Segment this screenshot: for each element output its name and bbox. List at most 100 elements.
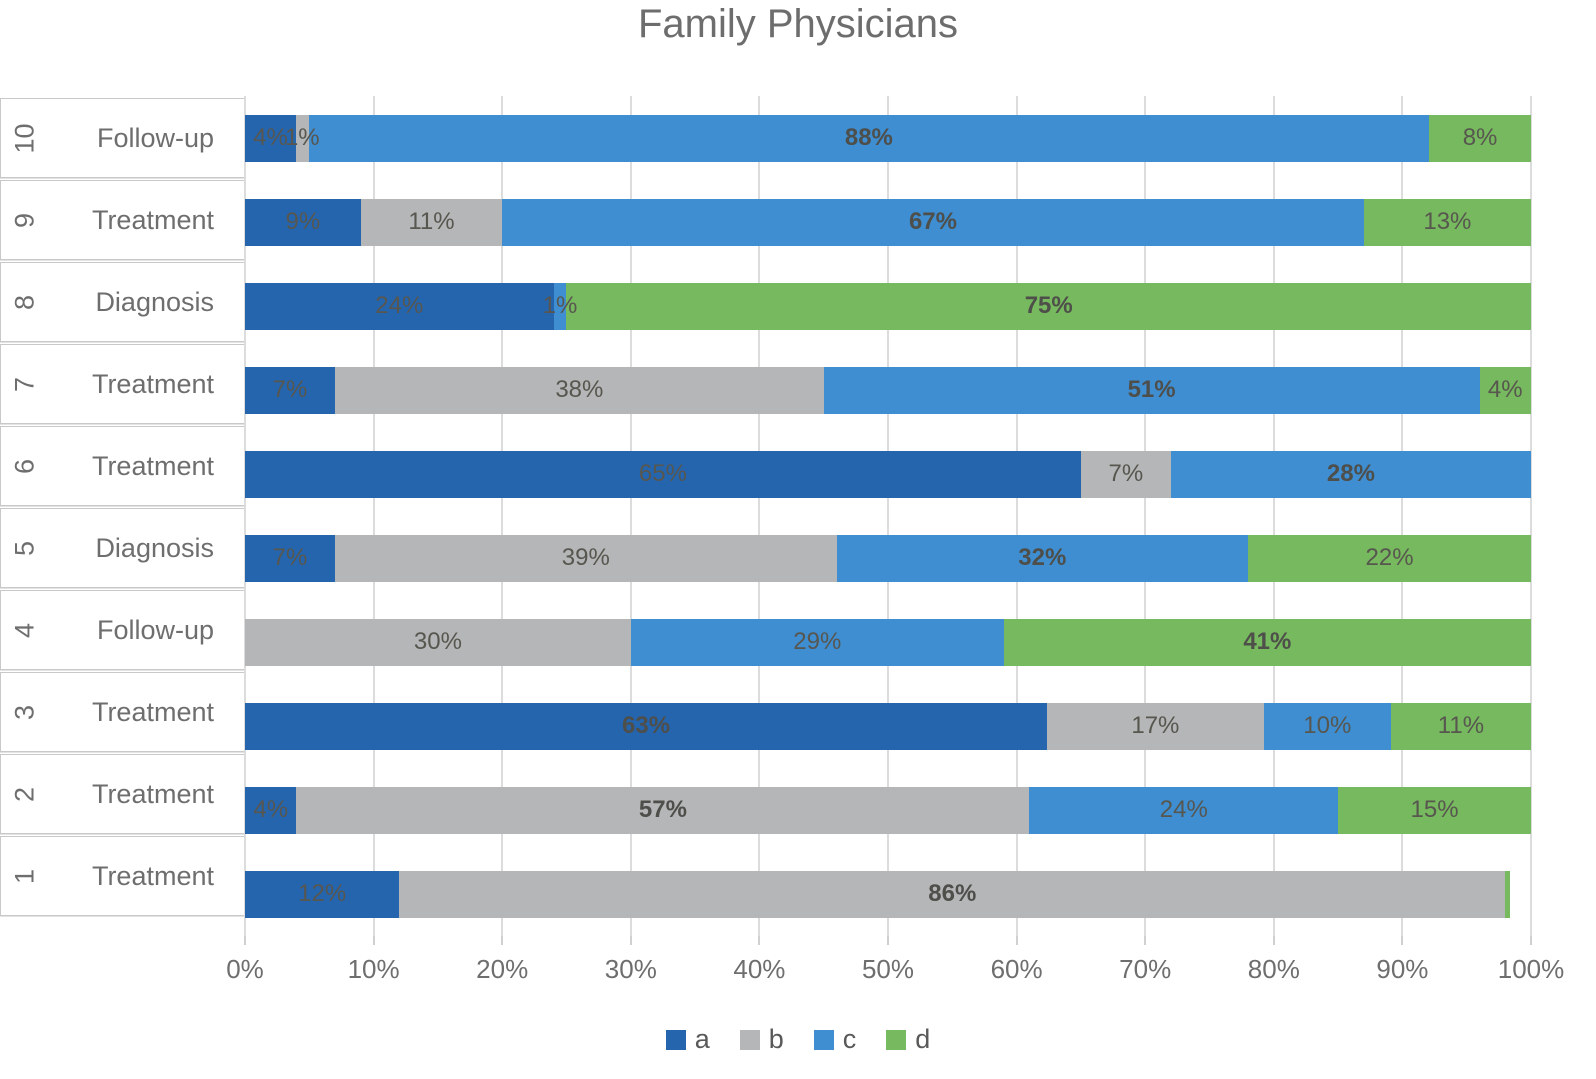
- segment-value-label: 75%: [1024, 292, 1073, 319]
- segment-3-c: 10%: [1263, 702, 1391, 750]
- segment-8-c: 1%: [543, 282, 577, 330]
- segment-1-d: [1505, 870, 1511, 918]
- row-number: 2: [9, 786, 40, 802]
- segment-10-c: 88%: [308, 114, 1430, 162]
- segment-9-b: 11%: [360, 198, 503, 246]
- stacked-bar: 65% 7% 28%: [245, 450, 1531, 498]
- gridline-20%: [501, 96, 504, 936]
- stacked-bar: 4% 57% 24% 15%: [245, 786, 1531, 834]
- chart-title: Family Physicians: [637, 2, 959, 46]
- bar-row-7: 7% 38% 51% 4%: [245, 348, 1531, 432]
- row-number: 7: [9, 376, 40, 392]
- category-box-9: 9 Treatment: [0, 180, 245, 260]
- row-number: 8: [9, 294, 40, 310]
- x-tick-label: 40%: [733, 954, 786, 984]
- category-box-2: 2 Treatment: [0, 754, 245, 834]
- category-box-4: 4 Follow-up: [0, 590, 245, 670]
- segment-value-label: 67%: [908, 208, 958, 235]
- gridline-100%: [1530, 96, 1532, 936]
- segment-value-label: 17%: [1131, 712, 1180, 739]
- tick-mark: [372, 936, 375, 945]
- legend-item-b: b: [739, 1024, 784, 1055]
- segment-7-d: 4%: [1479, 366, 1531, 414]
- gridline-0%: [244, 96, 246, 936]
- row-category: Treatment: [91, 204, 214, 235]
- row-number: 5: [9, 540, 40, 556]
- segment-value-label: 7%: [1108, 460, 1144, 487]
- stacked-bar: 30% 29% 41%: [245, 618, 1531, 666]
- gridline-60%: [1015, 96, 1018, 936]
- segment-2-b: 57%: [296, 786, 1030, 834]
- legend-item-d: d: [886, 1024, 930, 1055]
- bar-row-3: 63% 17% 10% 11%: [245, 684, 1531, 768]
- category-box-6: 6 Treatment: [0, 426, 245, 506]
- stacked-bar: 7% 39% 32% 22%: [245, 534, 1531, 582]
- segment-5-d: 22%: [1248, 534, 1531, 582]
- segment-8-d: 75%: [566, 282, 1531, 330]
- segment-6-c: 28%: [1170, 450, 1531, 498]
- segment-9-a: 9%: [245, 198, 361, 246]
- x-tick-label: 100%: [1497, 954, 1565, 984]
- bar-row-4: 30% 29% 41%: [245, 600, 1531, 684]
- segment-value-label: 38%: [555, 376, 604, 403]
- category-box-8: 8 Diagnosis: [0, 262, 245, 342]
- tick-mark: [1401, 936, 1404, 945]
- category-box-10: 10 Follow-up: [0, 98, 245, 178]
- segment-value-label: 24%: [375, 292, 424, 319]
- category-box-7: 7 Treatment: [0, 344, 245, 424]
- bar-row-8: 24% 1% 75%: [245, 264, 1531, 348]
- x-tick-label: 90%: [1376, 954, 1429, 984]
- plot-area: 4% 1% 88% 8% 9% 11% 67% 13% 24% 1% 75% 7% 38% 51% 4% 65…: [244, 96, 1532, 936]
- segment-3-a: 63%: [245, 702, 1048, 750]
- segment-10-a: 4%: [245, 114, 296, 162]
- row-category: Follow-up: [96, 122, 214, 153]
- legend-label: d: [915, 1024, 931, 1054]
- gridline-10%: [372, 96, 375, 936]
- row-category: Diagnosis: [95, 532, 214, 563]
- legend-swatch-icon: [665, 1029, 686, 1050]
- gridline-70%: [1144, 96, 1147, 936]
- bar-row-5: 7% 39% 32% 22%: [245, 516, 1531, 600]
- segment-5-b: 39%: [335, 534, 837, 582]
- category-label-column: 10 Follow-up 9 Treatment 8 Diagnosis 7 Treatmen…: [0, 96, 245, 936]
- segment-value-label: 39%: [561, 544, 610, 571]
- tick-mark: [758, 936, 761, 945]
- row-number: 10: [9, 122, 40, 154]
- segment-1-b: 86%: [399, 870, 1506, 918]
- stacked-bar: 63% 17% 10% 11%: [245, 702, 1531, 750]
- segment-value-label: 29%: [793, 628, 842, 655]
- segment-value-label: 28%: [1326, 460, 1375, 487]
- segment-value-label: 9%: [285, 208, 321, 235]
- legend-item-c: c: [813, 1024, 856, 1055]
- segment-6-a: 65%: [245, 450, 1081, 498]
- gridline-30%: [629, 96, 632, 936]
- segment-value-label: 51%: [1127, 376, 1176, 403]
- x-tick-label: 10%: [347, 954, 400, 984]
- legend: a b c d: [0, 1024, 1596, 1055]
- category-box-3: 3 Treatment: [0, 672, 245, 752]
- segment-value-label: 1%: [284, 124, 320, 151]
- segment-4-d: 41%: [1003, 618, 1531, 666]
- row-category: Treatment: [91, 860, 214, 891]
- segment-1-a: 12%: [245, 870, 400, 918]
- x-tick-label: 70%: [1119, 954, 1172, 984]
- x-tick-label: 30%: [604, 954, 657, 984]
- tick-mark: [1144, 936, 1147, 945]
- bar-row-1: 12% 86%: [245, 852, 1531, 936]
- segment-2-d: 15%: [1338, 786, 1531, 834]
- row-category: Follow-up: [96, 614, 214, 645]
- segment-value-label: 11%: [1437, 712, 1485, 739]
- segment-value-label: 12%: [298, 880, 347, 907]
- segment-9-d: 13%: [1363, 198, 1531, 246]
- segment-value-label: 24%: [1159, 796, 1208, 823]
- segment-5-c: 32%: [836, 534, 1249, 582]
- segment-value-label: 57%: [638, 796, 687, 823]
- row-number: 3: [9, 704, 40, 720]
- segment-7-a: 7%: [245, 366, 336, 414]
- segment-value-label: 7%: [272, 376, 308, 403]
- segment-value-label: 30%: [413, 628, 462, 655]
- row-category: Diagnosis: [95, 286, 214, 317]
- stacked-bar: 7% 38% 51% 4%: [245, 366, 1531, 414]
- x-axis: 0% 10% 20% 30% 40% 50% 60% 70% 80% 90% 100%: [226, 936, 1564, 1000]
- segment-8-a: 24%: [245, 282, 554, 330]
